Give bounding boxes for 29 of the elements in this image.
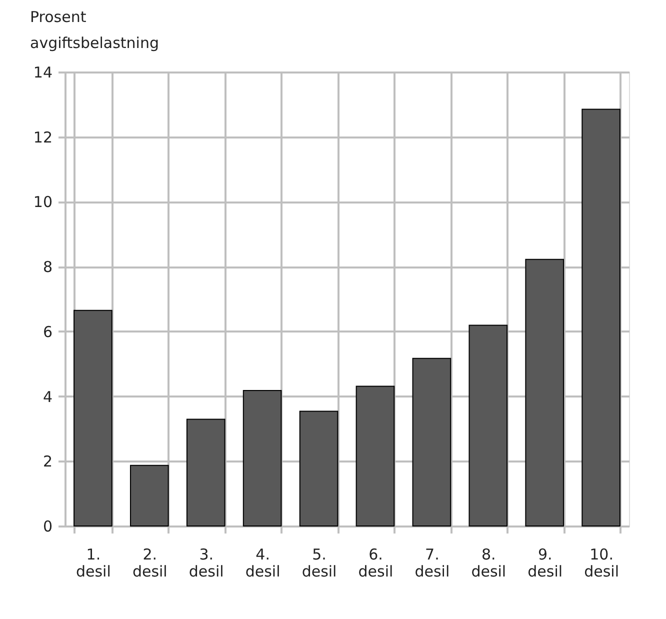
bar (130, 464, 169, 526)
bar (582, 108, 620, 526)
y-tick-label: 0 (42, 518, 52, 536)
bar (356, 386, 395, 526)
bar (468, 324, 508, 526)
x-tick-label: 7. desil (414, 546, 450, 580)
bar (242, 390, 282, 526)
bar (186, 418, 226, 526)
x-tick-label: 1. desil (76, 546, 111, 580)
x-tick-label: 2. desil (132, 546, 168, 580)
x-tick-label: 5. desil (302, 546, 337, 580)
y-tick-label: 4 (42, 388, 52, 406)
x-tick-label: 4. desil (245, 546, 280, 580)
bar (74, 310, 112, 526)
y-tick-label: 6 (42, 322, 52, 341)
x-tick-label: 10. desil (584, 546, 620, 580)
bar (299, 410, 338, 526)
bar (525, 258, 564, 526)
y-tick-label: 8 (42, 258, 52, 276)
y-tick-label: 14 (33, 64, 52, 82)
y-axis-title: Prosent avgiftsbelastning (30, 8, 159, 52)
bar (412, 358, 452, 526)
x-tick-label: 3. desil (188, 546, 224, 580)
y-tick-label: 10 (33, 193, 52, 212)
x-tick-label: 6. desil (358, 546, 394, 580)
x-tick-label: 9. desil (528, 546, 563, 580)
y-tick-label: 2 (42, 452, 52, 471)
y-tick-label: 12 (33, 128, 52, 146)
x-tick-label: 8. desil (471, 546, 506, 580)
